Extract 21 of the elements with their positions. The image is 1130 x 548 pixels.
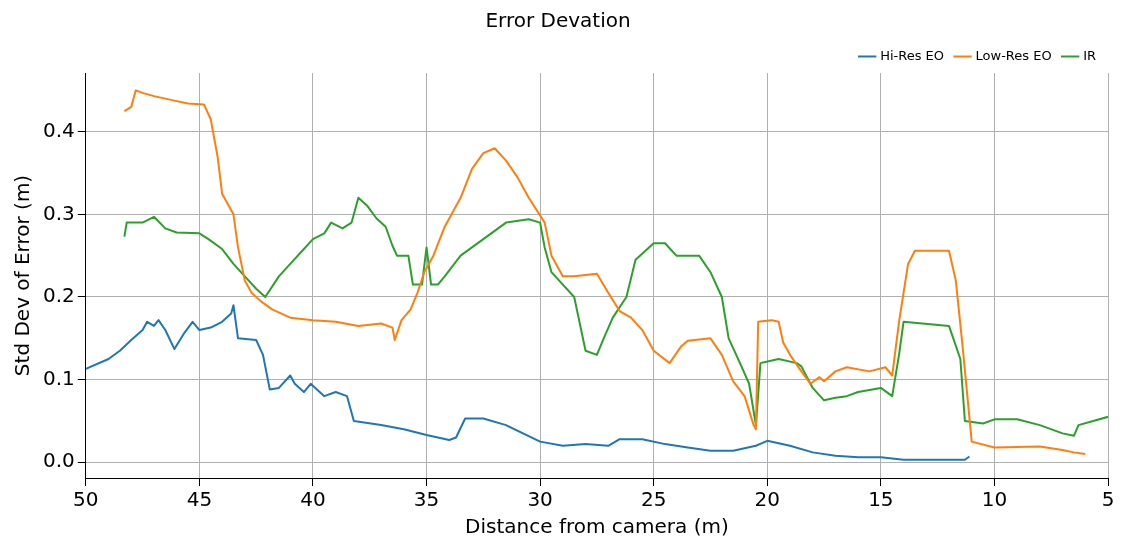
x-tick-label: 45 [186, 487, 213, 512]
x-tick-label: 15 [868, 487, 894, 512]
y-tick-label: 0.0 [42, 448, 75, 473]
x-tick-label: 5 [1101, 487, 1115, 512]
x-tick-label: 50 [73, 487, 99, 512]
y-tick-label: 0.3 [42, 200, 75, 225]
x-axis-title: Distance from camera (m) [465, 514, 729, 539]
x-tick-label: 35 [413, 487, 440, 512]
x-tick-label: 20 [754, 487, 780, 512]
legend-label: Hi-Res EO [880, 47, 945, 63]
y-tick-label: 0.4 [42, 117, 75, 142]
chart-title: Error Devation [485, 8, 631, 33]
legend-label: IR [1083, 47, 1097, 63]
legend-label: Low-Res EO [975, 47, 1052, 63]
y-tick-label: 0.1 [42, 365, 75, 390]
x-tick-label: 25 [640, 487, 667, 512]
y-axis-title: Std Dev of Error (m) [10, 174, 35, 377]
x-tick-label: 10 [981, 487, 1008, 512]
x-tick-label: 40 [300, 487, 326, 512]
x-tick-label: 30 [527, 487, 553, 512]
y-tick-label: 0.2 [42, 283, 75, 308]
